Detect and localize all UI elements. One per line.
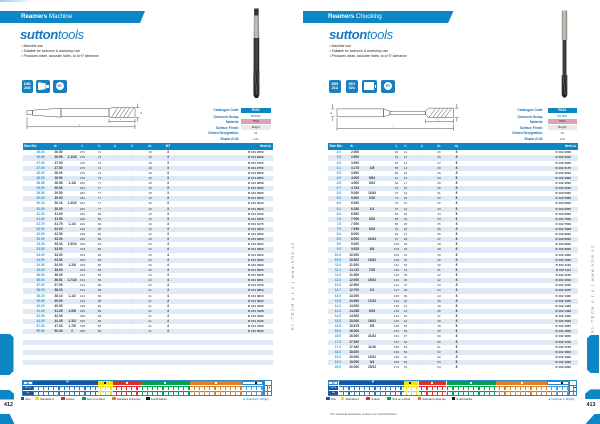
svg-text:d: d <box>140 111 142 115</box>
svg-text:l: l <box>120 118 121 122</box>
svg-text:l: l <box>393 125 394 129</box>
svg-text:l: l <box>438 118 439 122</box>
svg-text:d: d <box>330 111 332 115</box>
svg-text:l: l <box>79 123 80 127</box>
